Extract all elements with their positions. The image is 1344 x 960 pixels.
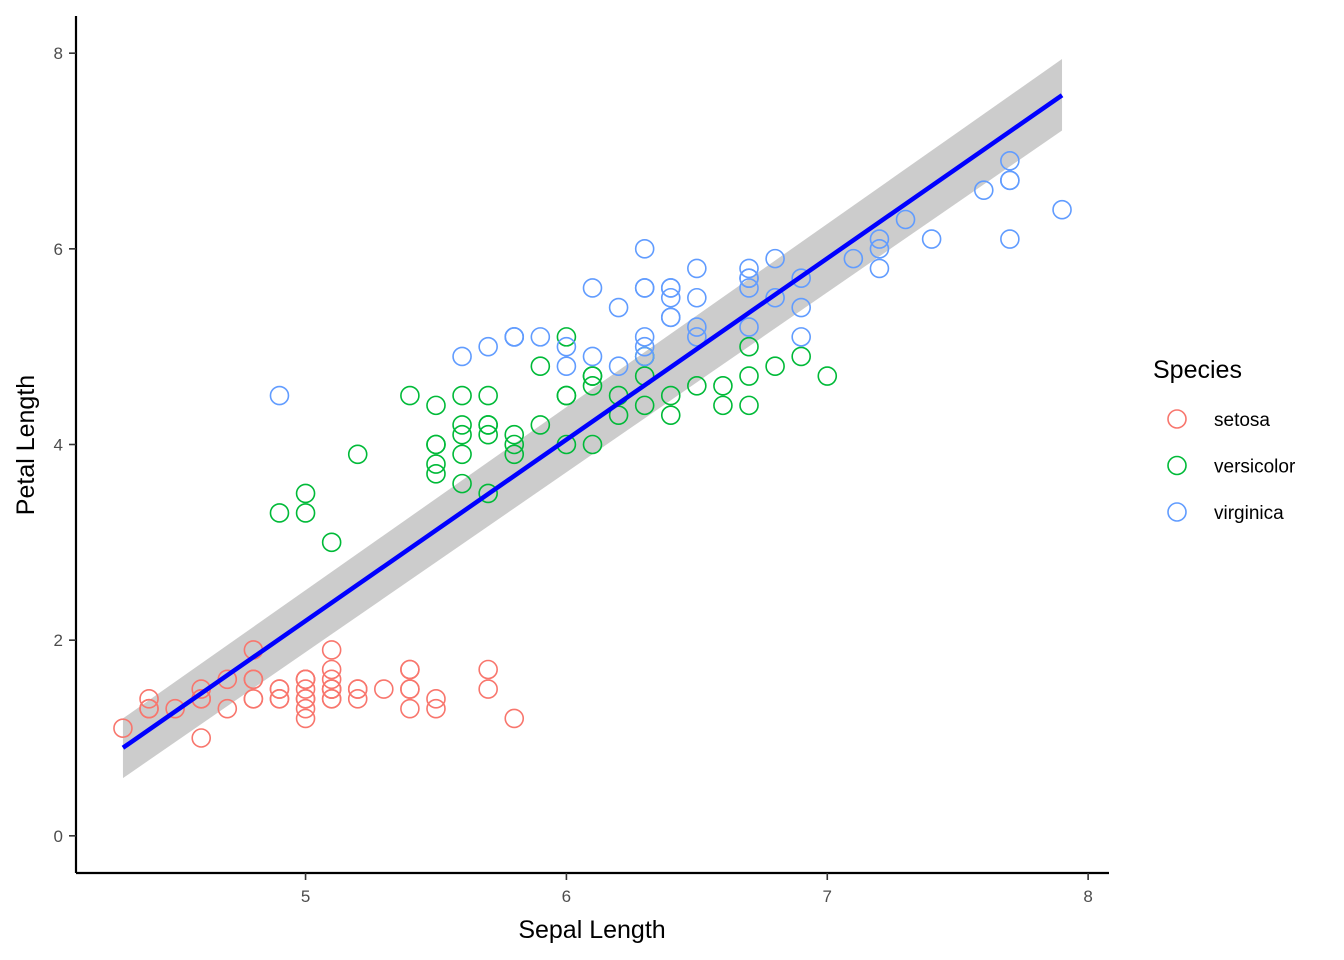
versicolor-point — [270, 504, 288, 522]
setosa-point — [323, 641, 341, 659]
legend: Species setosa versicolor virginica — [1153, 356, 1296, 524]
virginica-point — [636, 279, 654, 297]
versicolor-point — [401, 387, 419, 405]
virginica-point — [453, 347, 471, 365]
versicolor-legend-key — [1168, 457, 1186, 475]
virginica-point — [662, 308, 680, 326]
regression-line — [123, 95, 1062, 748]
setosa-point — [244, 690, 262, 708]
y-tick-label: 8 — [54, 44, 63, 63]
versicolor-point — [531, 357, 549, 375]
virginica-point — [688, 289, 706, 307]
versicolor-point — [557, 387, 575, 405]
y-axis-ticks: 0 2 4 6 8 — [54, 44, 76, 846]
y-tick-label: 4 — [54, 436, 63, 455]
versicolor-point — [453, 387, 471, 405]
virginica-point — [270, 387, 288, 405]
virginica-point — [1001, 171, 1019, 189]
x-tick-label: 6 — [562, 887, 571, 906]
setosa-point — [505, 709, 523, 727]
virginica-point — [1053, 201, 1071, 219]
setosa-point — [479, 661, 497, 679]
x-tick-label: 7 — [823, 887, 832, 906]
plot-area — [114, 59, 1071, 778]
versicolor-point — [662, 406, 680, 424]
versicolor-point — [740, 367, 758, 385]
virginica-point — [505, 328, 523, 346]
virginica-legend-key — [1168, 503, 1186, 521]
versicolor-point — [297, 484, 315, 502]
versicolor-point — [323, 533, 341, 551]
setosa-point — [375, 680, 393, 698]
versicolor-point — [453, 445, 471, 463]
versicolor-point — [297, 504, 315, 522]
x-axis-ticks: 5 6 7 8 — [301, 873, 1093, 906]
virginica-point — [610, 299, 628, 317]
y-tick-label: 0 — [54, 827, 63, 846]
virginica-point — [1001, 230, 1019, 248]
setosa-point — [401, 700, 419, 718]
x-axis-title: Sepal Length — [518, 916, 665, 944]
y-tick-label: 2 — [54, 631, 63, 650]
virginica-point — [636, 240, 654, 258]
legend-label-versicolor: versicolor — [1214, 457, 1296, 478]
legend-title: Species — [1153, 356, 1242, 384]
versicolor-point — [349, 445, 367, 463]
y-axis-title: Petal Length — [12, 375, 40, 515]
versicolor-point — [714, 377, 732, 395]
virginica-point — [584, 279, 602, 297]
setosa-point — [192, 729, 210, 747]
setosa-point — [401, 680, 419, 698]
setosa-point — [401, 661, 419, 679]
virginica-point — [870, 259, 888, 277]
virginica-point — [479, 338, 497, 356]
virginica-point — [584, 347, 602, 365]
virginica-point — [688, 259, 706, 277]
versicolor-point — [740, 396, 758, 414]
versicolor-point — [427, 396, 445, 414]
y-tick-label: 6 — [54, 240, 63, 259]
versicolor-point — [479, 387, 497, 405]
virginica-point — [923, 230, 941, 248]
versicolor-point — [818, 367, 836, 385]
legend-label-setosa: setosa — [1214, 410, 1270, 431]
x-tick-label: 8 — [1083, 887, 1092, 906]
setosa-legend-key — [1168, 410, 1186, 428]
versicolor-point — [766, 357, 784, 375]
x-tick-label: 5 — [301, 887, 310, 906]
confidence-band — [123, 59, 1062, 778]
virginica-point — [531, 328, 549, 346]
setosa-point — [479, 680, 497, 698]
versicolor-point — [714, 396, 732, 414]
virginica-point — [792, 328, 810, 346]
virginica-point — [557, 357, 575, 375]
versicolor-point — [792, 347, 810, 365]
versicolor-point — [427, 436, 445, 454]
legend-label-virginica: virginica — [1214, 503, 1284, 524]
